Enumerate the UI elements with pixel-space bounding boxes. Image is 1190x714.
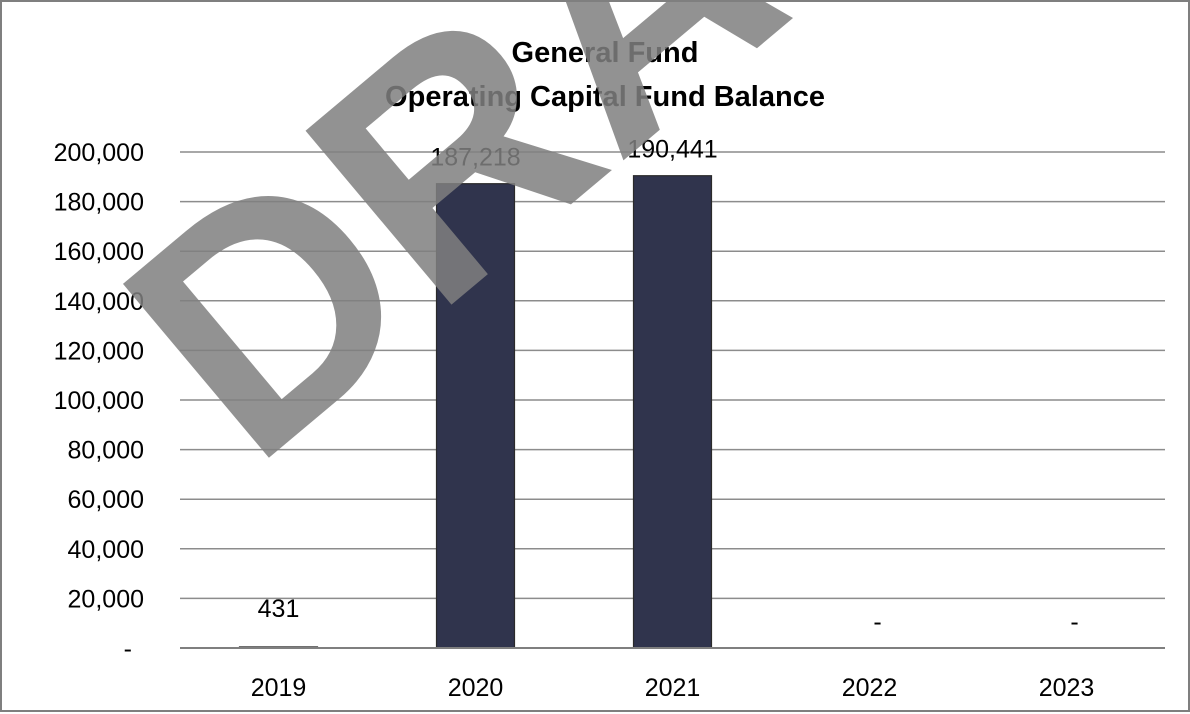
y-tick-label: 160,000: [54, 238, 144, 266]
y-tick-label: 40,000: [68, 536, 144, 564]
y-tick-label: 100,000: [54, 387, 144, 415]
data-label: -: [873, 608, 881, 636]
chart-title-line-1: General Fund: [512, 37, 699, 69]
x-tick-label: 2023: [1039, 674, 1095, 702]
x-tick-label: 2022: [842, 674, 898, 702]
y-tick-label: 60,000: [68, 486, 144, 514]
data-label: 187,218: [430, 144, 520, 172]
chart-title-line-2: Operating Capital Fund Balance: [385, 81, 825, 113]
bar: [435, 183, 516, 649]
data-label: -: [1070, 608, 1078, 636]
y-tick-label: 200,000: [54, 139, 144, 167]
y-tick-label: 80,000: [68, 437, 144, 465]
x-tick-label: 2021: [645, 674, 701, 702]
data-label: 431: [258, 595, 300, 623]
y-tick-label: 120,000: [54, 337, 144, 365]
x-tick-label: 2020: [448, 674, 504, 702]
draft-watermark: DRAFT: [60, 2, 1154, 526]
y-tick-label: -: [124, 635, 132, 663]
y-axis-tick-labels: - 20,000 40,000 60,000 80,000 100,000 120,000 1…: [54, 139, 144, 663]
data-labels: 431 187,218 190,441 - -: [258, 136, 1079, 636]
bars: [238, 175, 713, 649]
data-label: 190,441: [627, 136, 717, 164]
x-axis-tick-labels: 2019 2020 2021 2022 2023: [251, 674, 1095, 702]
y-tick-label: 140,000: [54, 288, 144, 316]
y-tick-label: 180,000: [54, 189, 144, 217]
x-tick-label: 2019: [251, 674, 307, 702]
y-tick-label: 20,000: [68, 585, 144, 613]
bar: [632, 175, 713, 649]
